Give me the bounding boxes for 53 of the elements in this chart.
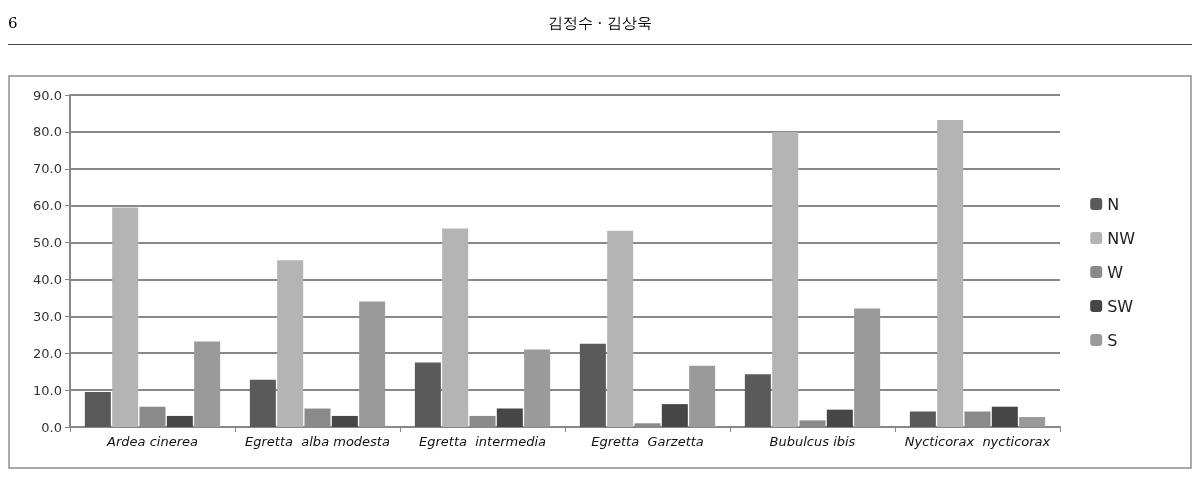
bar <box>249 379 276 427</box>
bar <box>991 406 1018 427</box>
legend-label: NW <box>1107 228 1136 248</box>
bar <box>854 308 881 427</box>
bar <box>304 408 331 427</box>
bar <box>964 411 991 427</box>
bar <box>166 415 193 427</box>
y-tick-label: 90.0 <box>33 87 62 103</box>
bar <box>469 415 496 427</box>
bar <box>744 374 771 427</box>
y-tick-label: 20.0 <box>33 345 62 361</box>
bar <box>579 343 606 427</box>
y-tick-label: 70.0 <box>33 161 62 177</box>
bar <box>607 230 634 427</box>
bar <box>112 207 139 427</box>
text: 김정수 · 김상욱 <box>547 14 653 32</box>
x-tick-label: Ardea cinerea <box>106 434 198 449</box>
x-tick-label: Egretta intermedia <box>418 434 547 449</box>
legend-label: SW <box>1107 296 1134 316</box>
y-tick-label: 10.0 <box>33 382 62 398</box>
bar <box>772 131 799 427</box>
bar <box>799 420 826 427</box>
y-tick-label: 60.0 <box>33 198 62 214</box>
x-tick-label: Egretta alba modesta <box>245 434 390 449</box>
bar <box>634 423 661 427</box>
bar <box>194 341 221 427</box>
bar <box>909 411 936 427</box>
legend-label: S <box>1107 330 1118 350</box>
legend-label: N <box>1107 194 1120 214</box>
bar <box>414 362 441 427</box>
bar <box>442 228 469 427</box>
legend-label: W <box>1107 262 1124 282</box>
x-tick-label: Bubulcus ibis <box>769 434 856 449</box>
y-tick-label: 80.0 <box>33 124 62 140</box>
y-tick-label: 50.0 <box>33 235 62 251</box>
bar <box>1019 417 1046 427</box>
y-tick-label: 0.0 <box>41 419 62 435</box>
bar <box>689 365 716 427</box>
bar <box>84 391 111 427</box>
bar <box>524 349 551 427</box>
bar <box>277 260 304 427</box>
bar <box>826 409 853 427</box>
bar <box>661 404 688 427</box>
y-tick-label: 40.0 <box>33 271 62 287</box>
bar <box>359 301 386 427</box>
bar <box>937 120 964 427</box>
x-tick-label: Nycticorax nycticorax <box>904 434 1051 449</box>
x-tick-label: Egretta Garzetta <box>591 434 704 449</box>
bar <box>331 415 358 427</box>
text: 6 <box>8 14 18 32</box>
y-tick-label: 30.0 <box>33 308 62 324</box>
bar <box>139 406 166 427</box>
bar <box>496 408 523 427</box>
